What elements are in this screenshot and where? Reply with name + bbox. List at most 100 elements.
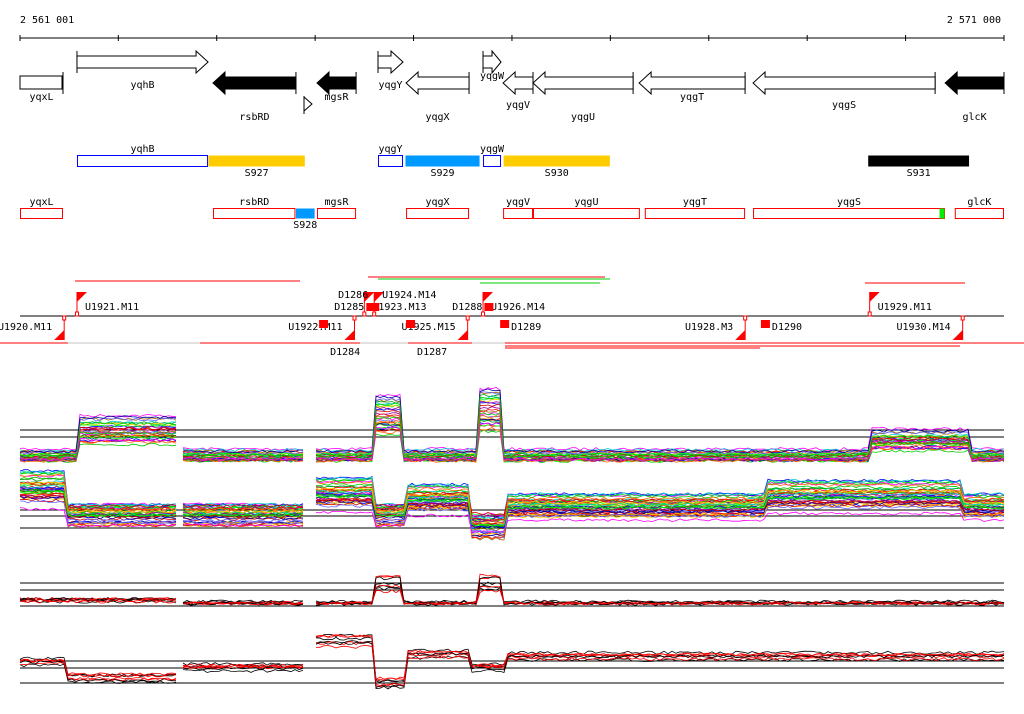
tu-label: U1921.M11 (85, 302, 139, 313)
transcription-unit[interactable]: U1922.M11 (288, 315, 357, 340)
gene-yqgW[interactable]: yqgW (480, 49, 505, 82)
tts-flag-icon (735, 330, 746, 340)
expression-curve (182, 448, 304, 452)
downshift-marker[interactable]: D1287 (406, 320, 447, 358)
tu-label: U1930.M14 (896, 322, 950, 333)
downshift-block (500, 320, 510, 328)
gene-label: yqgW (480, 71, 505, 82)
expression-curve (19, 660, 177, 683)
expression-curve (19, 663, 177, 684)
segment-S930[interactable]: S930 (503, 155, 610, 180)
reverse-arrow-icon (502, 70, 534, 96)
gene-yqgV[interactable]: yqgV (502, 70, 534, 111)
segment-S928[interactable]: S928 (293, 208, 317, 232)
transcription-unit[interactable]: U1929.M11 (867, 292, 932, 317)
expression-curve (19, 470, 177, 508)
segment-label: S929 (430, 168, 454, 179)
segment-label: yqgY (378, 144, 402, 155)
segment-yqgW[interactable]: yqgW (480, 144, 505, 167)
segment-S929[interactable]: S929 (405, 155, 480, 180)
downshift-marker[interactable]: D1284 (319, 320, 360, 358)
reverse-arrow-icon (638, 70, 746, 96)
downshift-marker[interactable]: D1288 (452, 302, 494, 313)
segment-mgsR[interactable]: mgsR (317, 197, 357, 219)
transcription-unit[interactable]: U1920.M11 (0, 315, 67, 340)
transcription-unit[interactable]: U1928.M3 (685, 315, 748, 340)
gene-unnamed[interactable] (303, 95, 313, 114)
gene-label: yqgT (680, 92, 704, 103)
segment-box (405, 155, 480, 167)
tu-label: U1926.M14 (491, 302, 545, 313)
gene-yqhB[interactable]: yqhB (76, 49, 209, 91)
tu-label: U1924.M14 (382, 290, 436, 301)
expression-panel-1 (19, 386, 1005, 463)
transcription-unit-track: U1920.M11U1921.M11U1922.M11U1923.M13U192… (0, 276, 1024, 358)
segment-box (753, 208, 945, 219)
expression-curve (182, 453, 304, 458)
segment-yqgU[interactable]: yqgU (533, 197, 640, 219)
downshift-label: D1284 (330, 347, 360, 358)
transcription-unit[interactable]: U1923.M13 (362, 292, 427, 317)
gene-yqxL[interactable]: yqxL (19, 72, 64, 103)
expression-curve (19, 470, 177, 507)
gene-yqgX[interactable]: yqgX (405, 70, 470, 123)
segment-glcK[interactable]: glcK (954, 197, 1005, 219)
expression-curve (19, 597, 177, 602)
expression-curve (182, 509, 304, 514)
gene-glcK[interactable]: glcK (944, 70, 1005, 123)
segment-box (868, 155, 970, 167)
segment-label: yqgS (837, 197, 861, 208)
gene-label: yqxL (29, 92, 53, 103)
segment-label: yqgT (683, 197, 707, 208)
downshift-marker[interactable]: D1285 (334, 302, 376, 313)
segment-S931[interactable]: S931 (868, 155, 970, 180)
segment-yqgX[interactable]: yqgX (406, 197, 470, 219)
segment-yqhB[interactable]: yqhB (76, 144, 209, 167)
ruler-end-label: 2 571 000 (947, 15, 1001, 26)
segment-yqgY[interactable]: yqgY (378, 144, 404, 167)
segment-yqxL[interactable]: yqxL (20, 197, 64, 219)
expression-curve (182, 506, 304, 511)
transcription-unit[interactable]: U1926.M14 (481, 292, 546, 317)
transcription-unit[interactable]: U1930.M14 (896, 315, 965, 340)
segment-rsbRD[interactable]: rsbRD (212, 197, 296, 219)
segment-label: glcK (967, 197, 991, 208)
expression-curve (19, 597, 177, 602)
downshift-label: D1289 (511, 322, 541, 333)
gene-yqgT[interactable]: yqgT (638, 70, 746, 103)
coordinate-ruler: 2 561 001 2 571 000 (19, 15, 1005, 41)
transcription-unit[interactable]: U1921.M11 (74, 292, 139, 317)
segment-marker[interactable] (939, 208, 945, 219)
segment-S927[interactable]: S927 (208, 155, 305, 180)
segment-yqgT[interactable]: yqgT (644, 197, 746, 219)
expression-curve (315, 415, 1005, 463)
expression-curve (315, 403, 1005, 459)
segment-label: yqhB (130, 144, 154, 155)
tss-flag-icon (869, 292, 880, 302)
downshift-marker[interactable]: D1289 (500, 320, 541, 333)
gene-mgsR[interactable]: mgsR (316, 70, 357, 103)
segment-box (644, 208, 746, 219)
expression-curve (19, 494, 177, 516)
downshift-marker[interactable]: D1290 (760, 320, 802, 333)
gene-yqgU[interactable]: yqgU (532, 70, 634, 123)
segment-label: yqxL (29, 197, 53, 208)
expression-curve (315, 492, 1005, 529)
gene-yqgY[interactable]: yqgY (377, 49, 404, 91)
gene-yqgS[interactable]: yqgS (752, 70, 936, 111)
downshift-marker[interactable]: D1286 (338, 290, 380, 311)
reverse-arrow-icon (316, 70, 357, 96)
segment-yqgS[interactable]: yqgS (753, 197, 945, 219)
segment-label: yqgW (480, 144, 505, 155)
gene-rsbRD[interactable]: rsbRD (212, 70, 297, 123)
segment-label: S927 (245, 168, 269, 179)
expression-curve (19, 489, 177, 518)
expression-profiles (19, 386, 1005, 690)
downshift-block (484, 303, 494, 311)
segment-yqgV[interactable]: yqgV (503, 197, 534, 219)
expression-curve (182, 457, 304, 461)
segment-label: S930 (545, 168, 569, 179)
transcription-unit[interactable]: U1925.M15 (401, 315, 470, 340)
expression-curve (19, 495, 177, 520)
expression-curve (182, 664, 304, 669)
